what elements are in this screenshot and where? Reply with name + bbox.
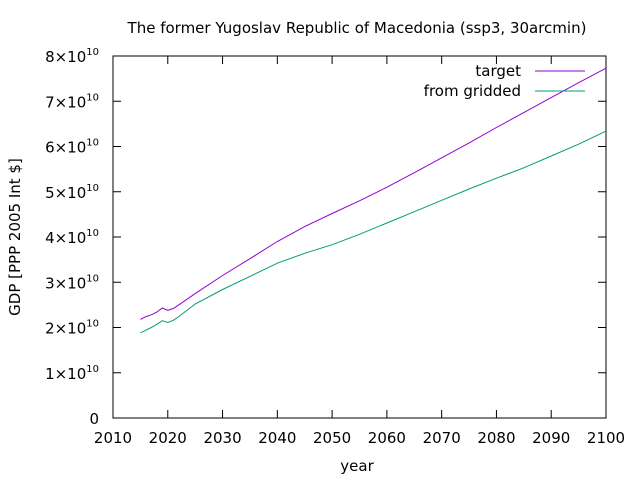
y-tick-mantissa: 5×10 xyxy=(45,184,86,202)
chart-title: The former Yugoslav Republic of Macedoni… xyxy=(127,19,587,37)
y-tick-mantissa: 6×10 xyxy=(45,139,86,157)
x-tick-label: 2060 xyxy=(368,429,406,447)
series-lines xyxy=(140,67,607,334)
y-tick-label: 8×1010 xyxy=(45,47,99,66)
y-tick-exponent: 10 xyxy=(86,273,99,284)
y-tick-label: 5×1010 xyxy=(45,183,99,202)
x-tick-label: 2050 xyxy=(313,429,351,447)
y-tick-mantissa: 3×10 xyxy=(45,274,86,292)
y-tick-exponent: 10 xyxy=(86,228,99,239)
y-tick-mantissa: 8×10 xyxy=(45,48,86,66)
x-axis-label: year xyxy=(340,457,374,475)
x-tick-label: 2010 xyxy=(94,429,132,447)
y-tick-exponent: 10 xyxy=(86,364,99,375)
x-tick-label: 2070 xyxy=(423,429,461,447)
y-tick-mantissa: 0 xyxy=(89,410,99,428)
legend-label: target xyxy=(475,62,521,80)
y-tick-exponent: 10 xyxy=(86,319,99,330)
y-tick-label: 3×1010 xyxy=(45,273,99,292)
x-tick-label: 2090 xyxy=(532,429,570,447)
y-tick-label: 1×1010 xyxy=(45,364,99,383)
y-tick-exponent: 10 xyxy=(86,47,99,58)
series-line-target xyxy=(140,67,607,320)
legend-label: from gridded xyxy=(424,82,521,100)
x-tick-label: 2030 xyxy=(203,429,241,447)
y-tick-mantissa: 7×10 xyxy=(45,93,86,111)
y-tick-label: 4×1010 xyxy=(45,228,99,247)
plot-area-border xyxy=(112,55,607,419)
y-tick-exponent: 10 xyxy=(86,138,99,149)
y-tick-mantissa: 2×10 xyxy=(45,320,86,338)
y-tick-label: 0 xyxy=(89,410,99,428)
y-tick-label: 6×1010 xyxy=(45,138,99,157)
y-axis-label: GDP [PPP 2005 Int $] xyxy=(6,158,24,316)
y-tick-exponent: 10 xyxy=(86,92,99,103)
legend: target from gridded xyxy=(424,62,585,100)
series-line-from-gridded xyxy=(140,130,607,334)
y-tick-label: 7×1010 xyxy=(45,92,99,111)
x-tick-label: 2020 xyxy=(149,429,187,447)
y-axis: 01×10102×10103×10104×10105×10106×10107×1… xyxy=(45,47,606,428)
y-tick-mantissa: 1×10 xyxy=(45,365,86,383)
y-tick-exponent: 10 xyxy=(86,183,99,194)
x-axis: 2010 2020 2030 2040 2050 2060 2070 2080 2090 2100 xyxy=(94,56,625,447)
x-tick-label: 2080 xyxy=(477,429,515,447)
x-tick-label: 2100 xyxy=(587,429,625,447)
x-tick-label: 2040 xyxy=(258,429,296,447)
y-tick-mantissa: 4×10 xyxy=(45,229,86,247)
y-tick-label: 2×1010 xyxy=(45,319,99,338)
